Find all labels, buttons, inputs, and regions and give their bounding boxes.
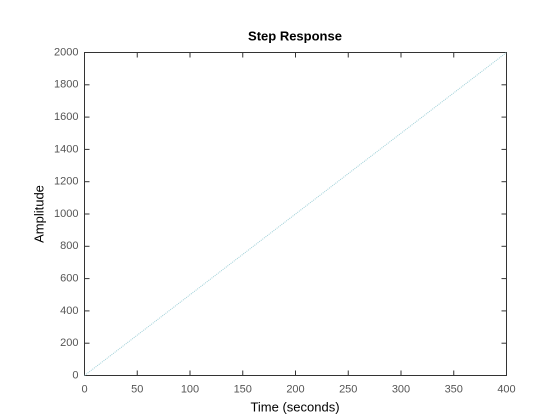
x-tick-label: 250 xyxy=(339,383,357,395)
x-tick-label: 200 xyxy=(286,383,304,395)
y-tick-label: 1800 xyxy=(54,79,78,91)
y-tick-label: 0 xyxy=(72,369,78,381)
y-tick-label: 1600 xyxy=(54,111,78,123)
y-tick-label: 800 xyxy=(60,240,78,252)
plot-frame xyxy=(84,52,507,376)
y-tick-label: 1400 xyxy=(54,143,78,155)
series-line xyxy=(84,52,507,376)
x-tick-label: 400 xyxy=(497,383,515,395)
y-tick-label: 200 xyxy=(60,337,78,349)
x-tick-label: 50 xyxy=(131,383,143,395)
y-tick-label: 400 xyxy=(60,305,78,317)
y-tick-label: 600 xyxy=(60,273,78,285)
y-tick-label: 2000 xyxy=(54,46,78,58)
x-axis-label: Time (seconds) xyxy=(250,399,339,414)
x-tick-label: 100 xyxy=(181,383,199,395)
y-tick-label: 1000 xyxy=(54,208,78,220)
chart-title: Step Response xyxy=(248,28,342,43)
x-tick-label: 350 xyxy=(445,383,463,395)
x-tick-label: 300 xyxy=(392,383,410,395)
x-tick-label: 0 xyxy=(81,383,87,395)
x-tick-label: 150 xyxy=(234,383,252,395)
y-axis-label: Amplitude xyxy=(31,185,46,243)
y-tick-label: 1200 xyxy=(54,176,78,188)
